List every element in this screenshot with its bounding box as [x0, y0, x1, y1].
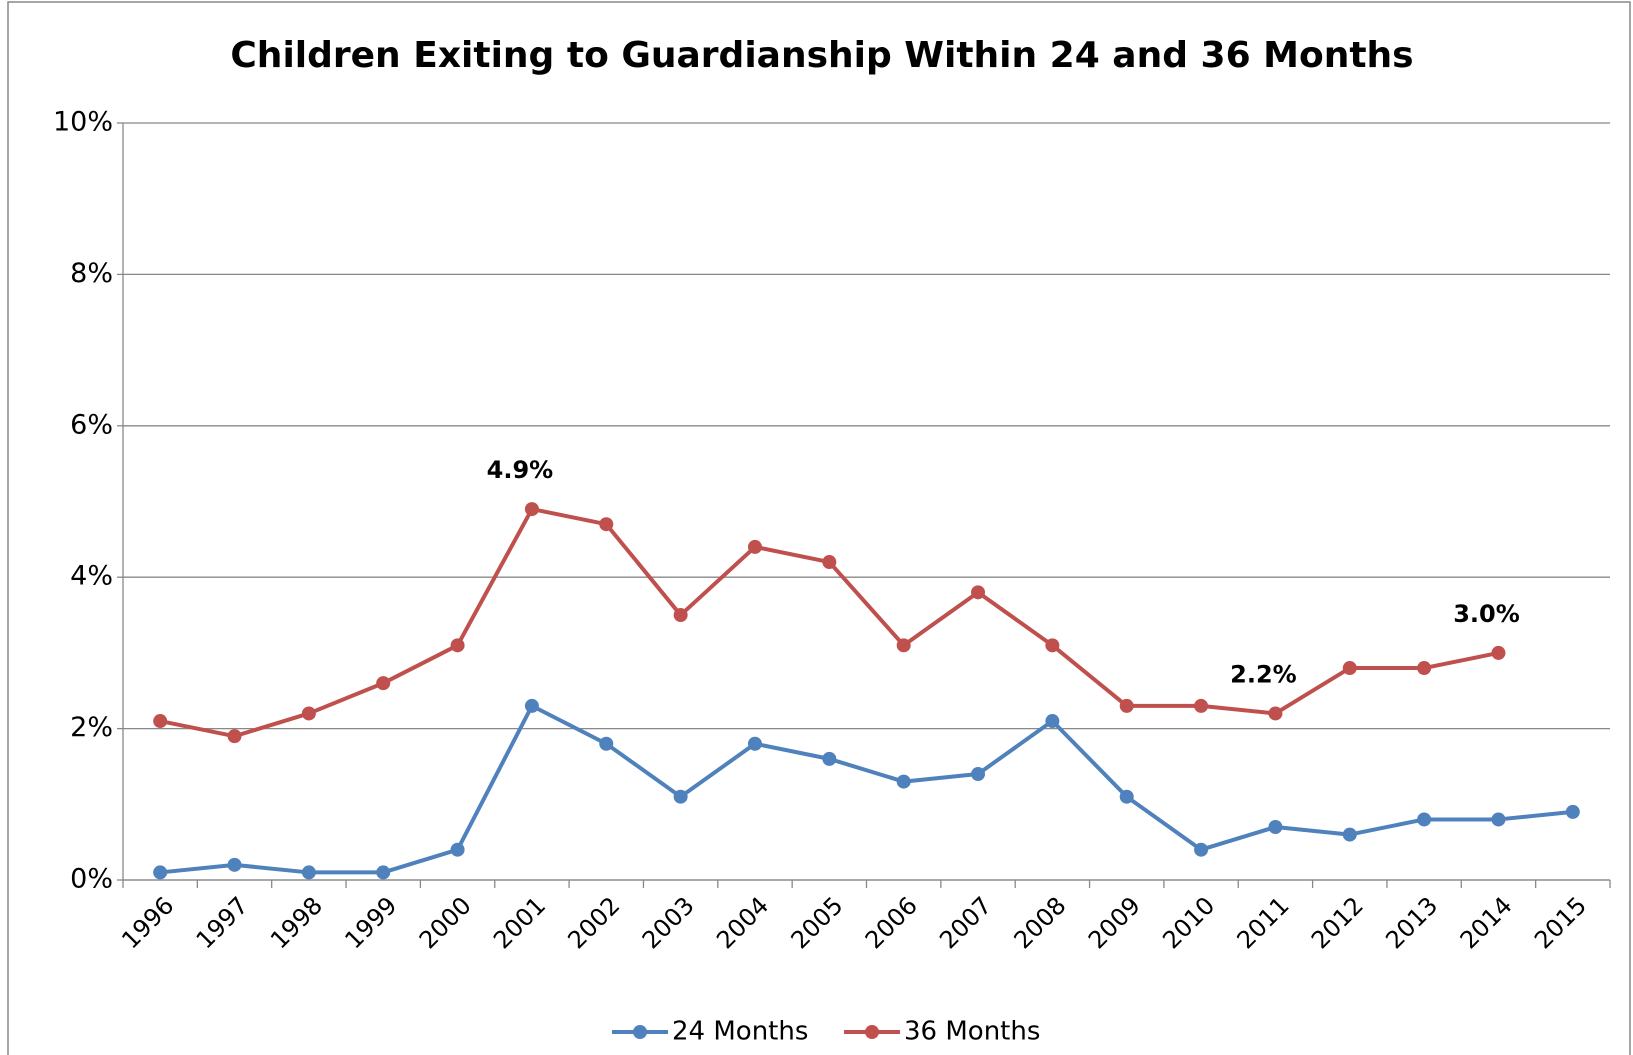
- data-point: [1565, 804, 1580, 819]
- data-label: 4.9%: [487, 456, 554, 484]
- data-label: 2.2%: [1230, 660, 1297, 688]
- data-point: [896, 638, 911, 653]
- legend-label: 24 Months: [672, 1017, 808, 1047]
- y-tick-label: 4%: [70, 561, 113, 592]
- data-point: [822, 555, 837, 570]
- data-point: [1491, 645, 1506, 660]
- legend-marker: [865, 1025, 879, 1039]
- y-tick-label: 2%: [70, 712, 113, 743]
- data-point: [747, 736, 762, 751]
- data-point: [1045, 638, 1060, 653]
- data-point: [1119, 698, 1134, 713]
- data-point: [822, 751, 837, 766]
- data-point: [971, 585, 986, 600]
- data-point: [599, 517, 614, 532]
- data-point: [1194, 698, 1209, 713]
- legend-marker: [633, 1025, 647, 1039]
- series-line: [159, 703, 1574, 875]
- data-point: [524, 502, 539, 517]
- data-point: [376, 676, 391, 691]
- data-point: [153, 714, 168, 729]
- data-point: [971, 767, 986, 782]
- data-point: [1417, 661, 1432, 676]
- data-point: [1119, 789, 1134, 804]
- data-point: [673, 789, 688, 804]
- data-point: [1194, 842, 1209, 857]
- data-point: [1268, 820, 1283, 835]
- data-point: [524, 698, 539, 713]
- data-point: [376, 865, 391, 880]
- data-point: [1491, 812, 1506, 827]
- data-point: [747, 539, 762, 554]
- y-tick-label: 8%: [70, 258, 113, 289]
- data-point: [673, 608, 688, 623]
- y-tick-label: 6%: [70, 409, 113, 440]
- data-point: [227, 729, 242, 744]
- y-tick-label: 0%: [70, 864, 113, 895]
- legend-label: 36 Months: [904, 1017, 1040, 1047]
- data-point: [896, 774, 911, 789]
- data-point: [227, 857, 242, 872]
- data-point: [301, 706, 316, 721]
- y-tick-label: 10%: [53, 107, 113, 138]
- data-point: [301, 865, 316, 880]
- data-point: [1342, 661, 1357, 676]
- data-point: [1268, 706, 1283, 721]
- chart-title: Children Exiting to Guardianship Within …: [230, 35, 1413, 76]
- data-point: [450, 842, 465, 857]
- data-point: [1417, 812, 1432, 827]
- data-point: [153, 865, 168, 880]
- data-point: [450, 638, 465, 653]
- data-point: [599, 736, 614, 751]
- data-point: [1342, 827, 1357, 842]
- chart-frame: [7, 1, 1631, 1055]
- data-label: 3.0%: [1453, 600, 1520, 628]
- data-point: [1045, 714, 1060, 729]
